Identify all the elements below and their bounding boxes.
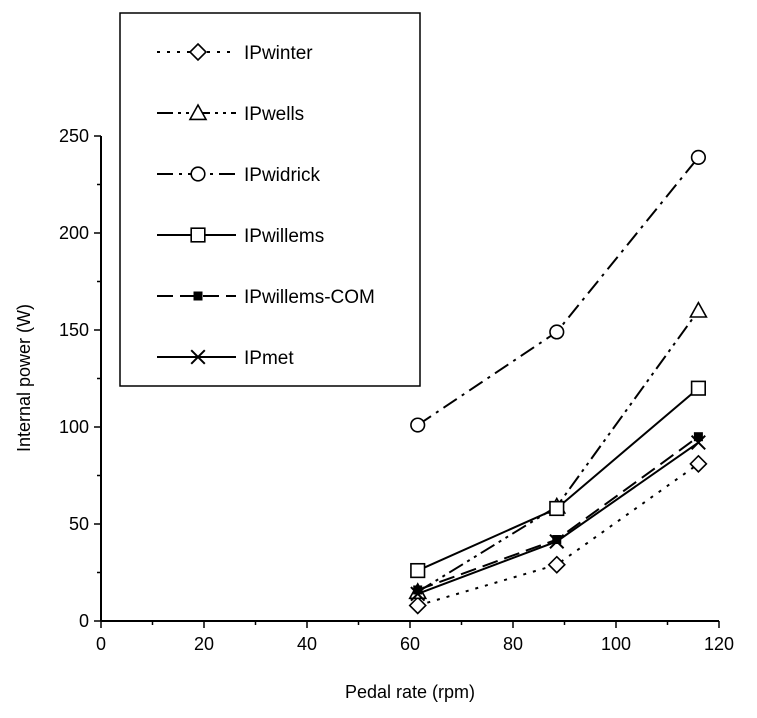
legend: IPwinter IPwells IPwidrick IPwillems IPwille…: [119, 12, 421, 387]
y-tick-label: 150: [59, 320, 89, 340]
legend-marker-ipwillems-com: [193, 291, 203, 301]
data-point-ipmet: [410, 586, 426, 602]
data-point-ipwidrick: [690, 149, 707, 165]
y-axis-label: Internal power (W): [14, 304, 34, 452]
legend-box: [119, 12, 421, 387]
data-point-ipwidrick: [410, 417, 426, 433]
data-point-ipwillems: [410, 562, 426, 579]
y-tick-label: 0: [79, 611, 89, 631]
data-point-ipmet: [549, 533, 565, 549]
legend-marker-ipwinter: [188, 42, 208, 62]
x-tick-label: 100: [601, 634, 631, 654]
legend-marker-ipwells: [188, 103, 208, 121]
y-tick-label: 100: [59, 417, 89, 437]
legend-label-ipwells: IPwells: [244, 104, 304, 125]
legend-label-ipwidrick: IPwidrick: [244, 165, 321, 186]
y-tick-label: 50: [69, 514, 89, 534]
x-axis-label: Pedal rate (rpm): [345, 682, 475, 702]
data-point-ipwinter: [689, 454, 708, 473]
series-line-ipwinter: [417, 463, 699, 607]
data-point-ipwinter: [408, 596, 427, 615]
x-marker-stroke: [410, 586, 426, 602]
y-tick-label: 250: [59, 126, 89, 146]
data-point-ipwinter: [547, 555, 566, 574]
legend-label-ipwillems: IPwillems: [244, 226, 324, 247]
legend-marker-ipwillems: [190, 227, 206, 243]
tick-labels: 0 20 40 60 80 100 120 0 50 100 150 200 250: [59, 126, 734, 654]
data-point-ipwells: [689, 300, 708, 318]
x-tick-label: 40: [297, 634, 317, 654]
legend-marker-ipmet: [190, 349, 206, 365]
legend-label-ipwillems-com: IPwillems-COM: [244, 287, 375, 308]
legend-label-ipwinter: IPwinter: [244, 43, 313, 64]
data-point-ipmet: [690, 435, 706, 451]
x-tick-label: 20: [194, 634, 214, 654]
series-line-ipwidrick: [417, 156, 700, 426]
data-point-ipwillems-com: [693, 432, 703, 442]
x-tick-label: 60: [400, 634, 420, 654]
data-point-ipwillems-com: [552, 535, 562, 545]
x-marker-stroke: [690, 435, 706, 451]
x-tick-label: 80: [503, 634, 523, 654]
data-point-ipwillems: [690, 380, 706, 396]
legend-label-ipmet: IPmet: [244, 348, 294, 369]
data-point-ipwidrick: [549, 324, 565, 340]
series-line-ipwells: [417, 310, 700, 593]
x-marker-stroke: [190, 349, 206, 365]
data-point-ipwillems: [549, 500, 565, 517]
legend-marker-ipwidrick: [190, 166, 206, 182]
series-markers: [408, 149, 708, 615]
y-tick-label: 200: [59, 223, 89, 243]
x-tick-label: 0: [96, 634, 106, 654]
x-marker-stroke: [549, 533, 565, 549]
tick-marks: [94, 135, 720, 628]
x-tick-label: 120: [704, 634, 734, 654]
